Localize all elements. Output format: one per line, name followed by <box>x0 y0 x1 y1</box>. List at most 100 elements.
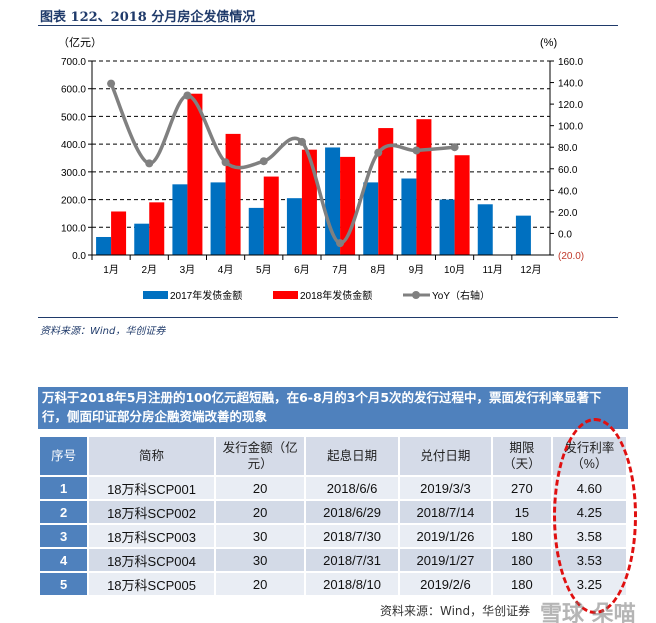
y-tick-label-left: 400.0 <box>61 140 86 151</box>
bar-2017 <box>248 207 264 255</box>
yoy-point <box>183 91 192 100</box>
bar-2018 <box>263 176 279 255</box>
bar-2018 <box>454 155 470 255</box>
table-cell: 2018/6/29 <box>306 501 398 523</box>
bar-2018 <box>111 211 127 255</box>
column-header: 起息日期 <box>306 437 398 475</box>
table-row: 4 18万科SCP004 30 2018/7/31 2019/1/27 180 3.53 <box>40 549 626 571</box>
title-divider <box>38 25 618 26</box>
legend-label-yoy: YoY（右轴） <box>432 289 490 302</box>
x-tick-label: 4月 <box>218 264 234 276</box>
table-row: 2 18万科SCP002 20 2018/6/29 2018/7/14 15 4.25 <box>40 501 626 523</box>
bar-2017 <box>286 198 302 255</box>
table-row: 1 18万科SCP001 20 2018/6/6 2019/3/3 270 4.60 <box>40 477 626 499</box>
bar-2017 <box>325 147 341 255</box>
table-cell: 180 <box>493 525 551 547</box>
table-cell: 270 <box>493 477 551 499</box>
y-axis-label-left: （亿元） <box>58 36 102 49</box>
table-cell: 18万科SCP003 <box>89 525 214 547</box>
y-tick-label-right: 40.0 <box>558 186 578 197</box>
table-cell: 15 <box>493 501 551 523</box>
y-tick-label-right: 80.0 <box>558 143 578 154</box>
y-tick-label-right: 100.0 <box>558 122 583 133</box>
table-cell: 18万科SCP005 <box>89 573 214 595</box>
highlight-ellipse <box>553 418 637 614</box>
yoy-point <box>374 148 383 157</box>
bar-2018 <box>187 93 203 256</box>
bar-2017 <box>477 204 493 255</box>
table-cell: 30 <box>215 525 305 547</box>
bar-2017 <box>172 184 188 255</box>
y-tick-label-right: 60.0 <box>558 165 578 176</box>
table-cell: 4 <box>40 549 88 571</box>
table-cell: 18万科SCP001 <box>89 477 214 499</box>
table-cell: 2018/8/10 <box>306 573 398 595</box>
y-tick-label-right: 160.0 <box>558 57 583 68</box>
legend-label-2018: 2018年发债金额 <box>300 289 372 302</box>
table-source: 资料来源：Wind，华创证券 <box>380 604 531 618</box>
table-cell: 18万科SCP002 <box>89 501 214 523</box>
legend-label-2017: 2017年发债金额 <box>170 289 242 302</box>
table-cell: 2019/1/27 <box>399 549 492 571</box>
legend-swatch-2018 <box>273 291 298 299</box>
y-tick-label-left: 700.0 <box>61 57 86 68</box>
y-tick-label-left: 0.0 <box>72 251 86 262</box>
y-tick-label-left: 300.0 <box>61 168 86 179</box>
x-tick-label: 12月 <box>520 264 541 276</box>
table-cell: 180 <box>493 549 551 571</box>
column-header: 兑付日期 <box>399 437 492 475</box>
bar-2018 <box>301 149 317 255</box>
table-cell: 180 <box>493 573 551 595</box>
x-tick-label: 10月 <box>444 264 465 276</box>
yoy-point <box>221 158 230 167</box>
chart-title: 图表 122、2018 分月房企发债情况 <box>40 10 256 25</box>
x-tick-label: 2月 <box>141 264 157 276</box>
y-tick-label-right: 120.0 <box>558 100 583 111</box>
column-header: 发行金额（亿元） <box>215 437 305 475</box>
table-cell: 2018/7/31 <box>306 549 398 571</box>
table-caption: 万科于2018年5月注册的100亿元超短融，在6-8月的3个月5次的发行过程中，… <box>38 387 628 429</box>
x-tick-label: 11月 <box>483 264 503 276</box>
y-tick-label-right: 20.0 <box>558 208 578 219</box>
bar-2017 <box>439 199 455 255</box>
bar-2017 <box>96 236 112 255</box>
x-tick-label: 6月 <box>294 264 310 276</box>
chart-divider <box>38 317 618 318</box>
column-header: 序号 <box>40 437 88 475</box>
table-cell: 5 <box>40 573 88 595</box>
legend-marker-yoy <box>412 291 420 299</box>
x-tick-label: 1月 <box>103 264 119 276</box>
bar-2017 <box>210 182 226 255</box>
yoy-point <box>297 137 306 146</box>
column-header: 期限（天） <box>493 437 551 475</box>
y-tick-label-right: 140.0 <box>558 79 583 90</box>
y-tick-label-left: 600.0 <box>61 85 86 96</box>
table-cell: 18万科SCP004 <box>89 549 214 571</box>
bond-table: 序号 简称 发行金额（亿元） 起息日期 兑付日期 期限（天） 发行利率（%） 1 18万科SC… <box>38 435 628 597</box>
table-row: 3 18万科SCP003 30 2018/7/30 2019/1/26 180 3.58 <box>40 525 626 547</box>
x-tick-label: 3月 <box>180 264 196 276</box>
yoy-point <box>145 159 154 168</box>
table-cell: 3 <box>40 525 88 547</box>
y-tick-label-left: 500.0 <box>61 112 86 123</box>
y-axis-label-right: (%) <box>540 37 557 49</box>
table-cell: 2019/3/3 <box>399 477 492 499</box>
yoy-point <box>450 143 459 152</box>
table-cell: 2018/7/30 <box>306 525 398 547</box>
table-cell: 1 <box>40 477 88 499</box>
bar-2018 <box>149 202 165 255</box>
bar-line-chart: 0.0 100.0 200.0 300.0 400.0 500.0 600.0 700.0 (2… <box>58 36 584 302</box>
bar-2018 <box>225 133 241 255</box>
y-tick-label-left: 100.0 <box>61 223 86 234</box>
y-tick-label-right: 0.0 <box>558 229 572 240</box>
y-tick-label-left: 200.0 <box>61 196 86 207</box>
watermark: 雪球 朵喵 <box>540 602 636 623</box>
bar-2017 <box>363 182 379 255</box>
legend-swatch-2017 <box>143 291 168 299</box>
yoy-point <box>259 157 268 166</box>
table-cell: 2019/2/6 <box>399 573 492 595</box>
yoy-point <box>336 239 345 248</box>
table-cell: 2018/7/14 <box>399 501 492 523</box>
x-tick-label: 9月 <box>409 264 425 276</box>
table-cell: 30 <box>215 549 305 571</box>
